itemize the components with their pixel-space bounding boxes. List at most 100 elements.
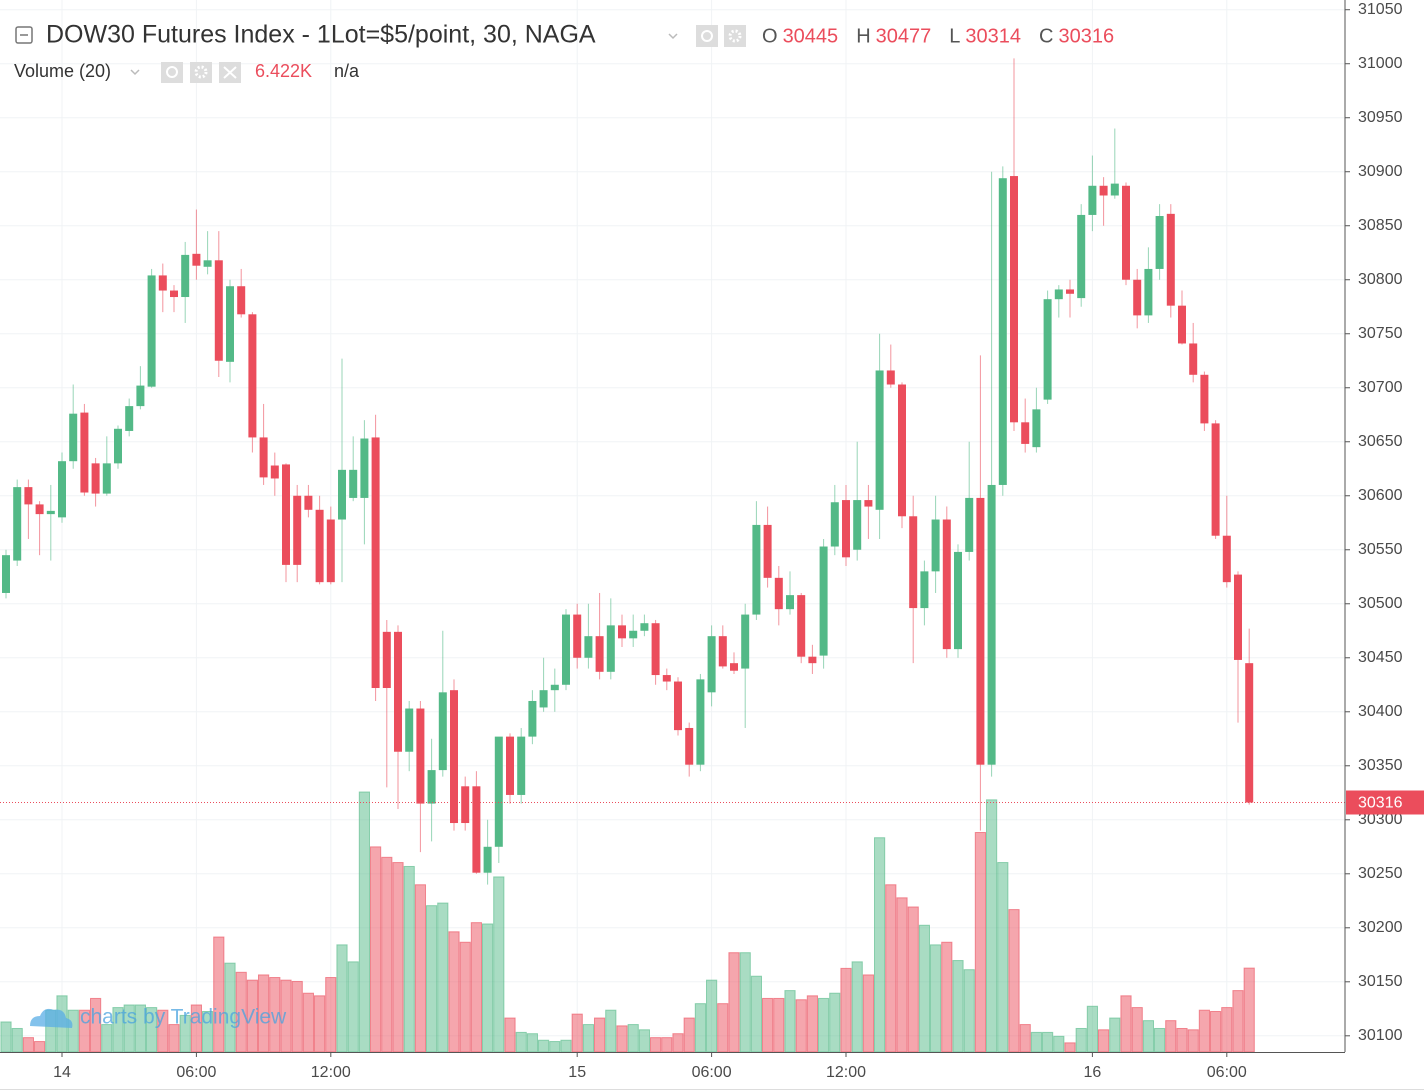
volume-bar <box>672 1033 684 1053</box>
volume-bar <box>594 1017 606 1053</box>
volume-bar <box>1053 1035 1065 1053</box>
candle-body <box>987 484 996 765</box>
candle-body <box>102 463 111 494</box>
ohlc-label: O <box>762 25 778 47</box>
volume-bar <box>426 905 438 1053</box>
volume-bar <box>650 1037 662 1053</box>
candle-body <box>550 684 559 691</box>
volume-dropdown[interactable] <box>130 69 140 76</box>
candle-body <box>69 413 78 462</box>
volume-bar <box>1019 1024 1031 1053</box>
volume-bar <box>560 1039 572 1053</box>
volume-bar <box>974 832 986 1053</box>
volume-settings-icon[interactable] <box>190 62 212 83</box>
candle-body <box>1099 185 1108 196</box>
volume-bar <box>0 1021 12 1053</box>
candle-body <box>920 571 929 609</box>
volume-bar <box>1187 1029 1199 1053</box>
volume-bar <box>795 999 807 1053</box>
volume-bar <box>1064 1042 1076 1053</box>
candle-body <box>763 524 772 578</box>
candle-body <box>1021 422 1030 444</box>
volume-bar <box>694 1003 706 1053</box>
y-tick-label: 30550 <box>1358 541 1403 558</box>
volume-legend: Volume (20) <box>14 61 111 81</box>
candle-body <box>13 487 22 561</box>
volume-bar <box>728 952 740 1053</box>
candle-body <box>35 504 44 515</box>
volume-bar <box>381 856 393 1053</box>
candle-body <box>797 595 806 657</box>
candle-body <box>842 500 850 558</box>
candle-body <box>2 555 10 593</box>
candle-body <box>80 412 89 493</box>
candle-body <box>819 546 828 656</box>
title-dropdown[interactable] <box>668 33 678 40</box>
candle-body <box>181 254 190 298</box>
candle-body <box>58 461 66 518</box>
candle-body <box>774 577 783 610</box>
volume-bar <box>762 997 774 1053</box>
candle-body <box>1200 374 1209 424</box>
y-tick-label: 30500 <box>1358 595 1403 612</box>
candle-body <box>1066 289 1074 294</box>
eye-icon[interactable] <box>696 25 718 47</box>
volume-bar <box>661 1037 673 1053</box>
x-tick-label: 06:00 <box>1207 1064 1247 1081</box>
candle-body <box>46 510 55 515</box>
volume-bar <box>616 1025 628 1053</box>
y-tick-label: 30950 <box>1358 109 1403 126</box>
candle-body <box>237 286 246 315</box>
volume-bar <box>504 1017 516 1053</box>
volume-bar <box>325 977 337 1053</box>
volume-bar <box>918 924 930 1053</box>
candle-body <box>170 290 178 298</box>
x-tick-label: 06:00 <box>176 1064 216 1081</box>
volume-bar <box>1243 967 1255 1053</box>
volume-eye-icon[interactable] <box>161 62 183 83</box>
candle-body <box>942 519 951 650</box>
candle-body <box>405 708 414 752</box>
candle-body <box>965 497 974 552</box>
candle-body <box>1178 305 1186 344</box>
volume-bar <box>67 1009 79 1053</box>
volume-bar <box>526 1033 538 1053</box>
volume-bar <box>538 1039 550 1053</box>
volume-bar <box>392 862 404 1053</box>
volume-bar <box>336 944 348 1053</box>
volume-bar <box>862 974 874 1053</box>
volume-bar <box>638 1029 650 1053</box>
settings-icon[interactable] <box>724 25 746 47</box>
volume-bar <box>1221 1007 1233 1053</box>
volume-bar <box>1142 1020 1155 1053</box>
volume-bar <box>302 992 314 1053</box>
volume-pane <box>0 791 1255 1053</box>
candle-body <box>685 727 694 765</box>
volume-bar <box>101 1024 113 1053</box>
candle-body <box>528 700 537 737</box>
volume-bar <box>493 876 505 1053</box>
candle-body <box>651 623 660 676</box>
candle-body <box>1110 183 1119 196</box>
ohlc-value: 30445 <box>783 25 839 47</box>
candle-body <box>562 614 570 685</box>
volume-bar <box>403 865 415 1053</box>
candle-body <box>214 260 223 361</box>
candle-body <box>752 524 761 615</box>
volume-bar <box>706 979 718 1053</box>
volume-bar <box>470 922 482 1053</box>
volume-close-glyph <box>223 66 237 79</box>
candle-body <box>1122 185 1130 280</box>
volume-bar <box>896 897 908 1053</box>
candle-body <box>853 500 862 550</box>
candle-body <box>954 551 962 650</box>
candle-body <box>1155 216 1164 269</box>
y-tick-label: 30350 <box>1358 757 1403 774</box>
y-tick-label: 30150 <box>1358 973 1403 990</box>
candle-body <box>360 438 369 498</box>
volume-value: 6.422K <box>255 61 312 81</box>
collapse-icon[interactable] <box>15 26 33 44</box>
y-tick-label: 30700 <box>1358 379 1403 396</box>
volume-bar <box>997 862 1009 1053</box>
